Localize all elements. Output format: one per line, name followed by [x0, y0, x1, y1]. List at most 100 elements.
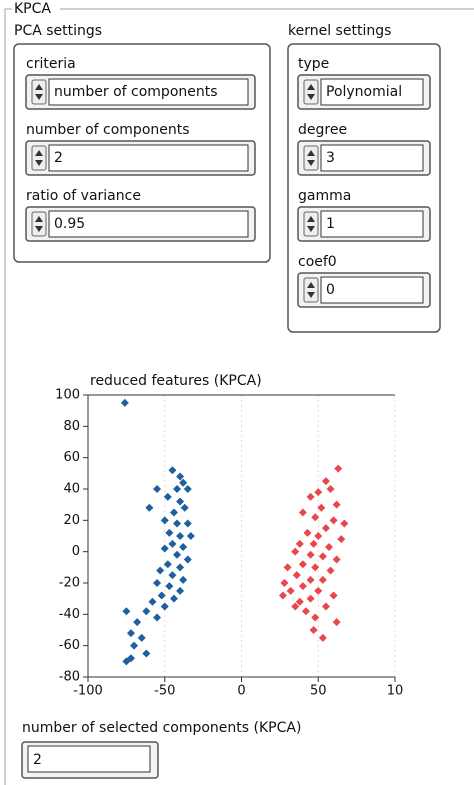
y-tick-label: 100 [55, 388, 80, 403]
point [163, 560, 172, 569]
point [183, 485, 192, 493]
spin-down [35, 160, 43, 166]
point [317, 503, 326, 512]
control-field[interactable] [320, 210, 424, 238]
point [303, 528, 312, 537]
spin-button[interactable] [303, 277, 319, 303]
x-tick-label: 50 [310, 684, 327, 699]
point [298, 508, 307, 517]
point [332, 500, 341, 509]
point [321, 477, 330, 486]
spin-down [35, 226, 43, 232]
x-tick-label: -100 [73, 684, 103, 699]
control-label: number of components [26, 122, 190, 138]
point [311, 563, 320, 572]
point [176, 472, 185, 481]
control-field[interactable] [48, 144, 249, 172]
point [329, 516, 338, 525]
point [142, 649, 151, 658]
point [163, 492, 172, 501]
y-tick-label: 40 [63, 482, 80, 497]
point [157, 591, 166, 600]
point [314, 586, 323, 595]
point [318, 552, 327, 561]
y-tick-label: -60 [59, 638, 80, 653]
spin-button[interactable] [303, 79, 319, 105]
point [286, 586, 295, 595]
control-field[interactable] [320, 276, 424, 304]
spin-button[interactable] [31, 145, 47, 171]
point [321, 524, 330, 533]
point [180, 503, 189, 512]
point [280, 579, 289, 587]
point [179, 575, 188, 584]
control-field[interactable] [320, 144, 424, 172]
control-field[interactable] [48, 210, 249, 238]
point [173, 550, 182, 559]
spin-up [307, 282, 315, 288]
x-tick-label: 10 [387, 684, 404, 699]
x-tick-label: 0 [237, 684, 245, 699]
point [186, 532, 195, 540]
spin-up [307, 150, 315, 156]
point [130, 641, 139, 650]
spin-button[interactable] [303, 145, 319, 171]
point [318, 575, 327, 584]
point [153, 579, 162, 587]
point [173, 485, 182, 493]
point [309, 626, 318, 634]
point [318, 633, 327, 642]
control-value: 1 [326, 216, 335, 232]
selected-value: 2 [33, 752, 42, 768]
point [176, 497, 185, 506]
point [295, 539, 304, 548]
point [283, 563, 292, 572]
point [142, 607, 151, 616]
spin-button[interactable] [31, 79, 47, 105]
point [176, 563, 185, 572]
control-value: number of components [54, 84, 218, 100]
point [176, 532, 185, 540]
point [309, 539, 318, 548]
point [179, 542, 188, 551]
point [337, 535, 346, 544]
control-field[interactable] [48, 78, 249, 106]
point [169, 508, 178, 517]
y-tick-label: -20 [59, 576, 80, 591]
spin-button[interactable] [31, 211, 47, 237]
point [153, 613, 162, 622]
point [168, 571, 177, 580]
spin-button[interactable] [303, 211, 319, 237]
control-field[interactable] [320, 78, 424, 106]
point [156, 566, 165, 575]
point [298, 582, 307, 591]
point [160, 516, 169, 525]
point [122, 607, 131, 616]
point [314, 488, 323, 497]
point [168, 466, 177, 475]
point [298, 560, 307, 569]
selected-field[interactable] [27, 745, 151, 773]
point [306, 575, 315, 584]
point [148, 597, 157, 606]
point [126, 654, 135, 663]
kernel-title: kernel settings [288, 23, 391, 39]
y-tick-label: -80 [59, 670, 80, 685]
point [145, 503, 154, 512]
group-border [4, 8, 474, 785]
control-value: 2 [54, 150, 63, 166]
spin-down [307, 94, 315, 100]
selected-label: number of selected components (KPCA) [22, 720, 301, 736]
spin-down [35, 94, 43, 100]
point [153, 485, 162, 493]
point [329, 591, 338, 600]
control-label: coef0 [298, 254, 337, 270]
y-tick-label: -40 [59, 607, 80, 622]
point [306, 492, 315, 501]
point [324, 542, 333, 551]
point [306, 550, 315, 559]
point [137, 633, 146, 642]
kernel-box [287, 43, 441, 333]
point [165, 528, 174, 537]
point [278, 591, 287, 600]
